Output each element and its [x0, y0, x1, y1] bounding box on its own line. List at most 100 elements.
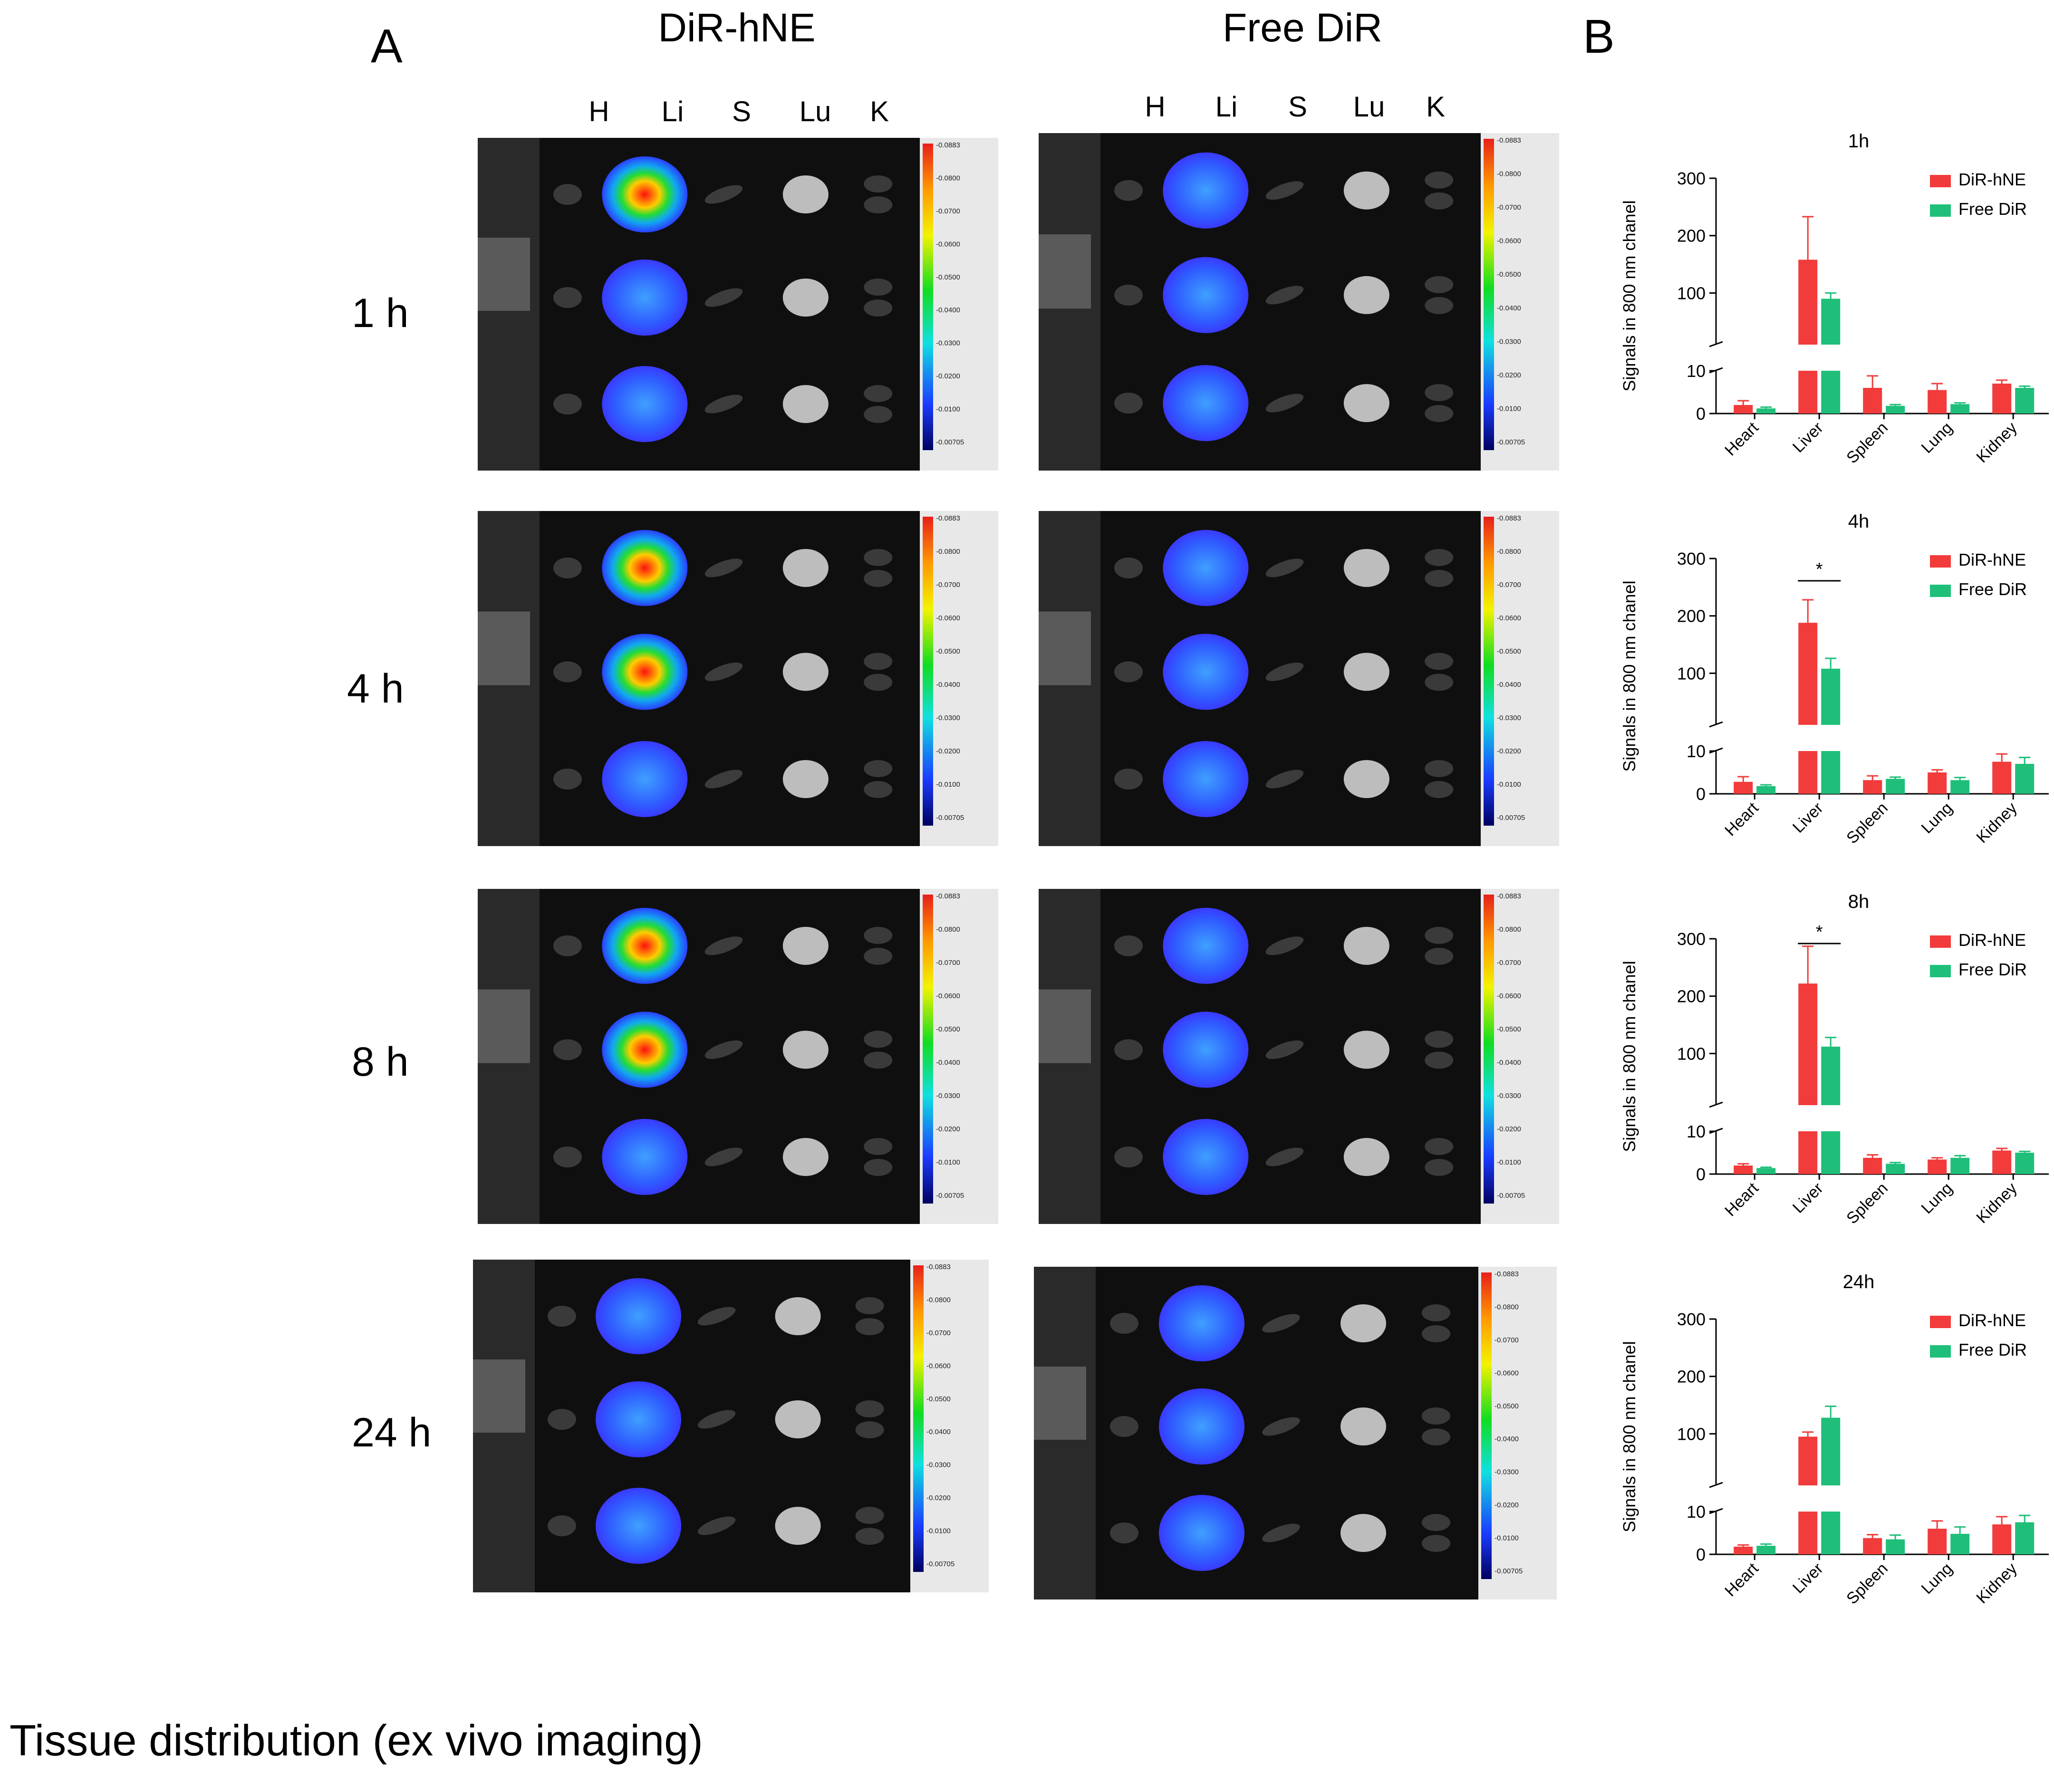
- bar-chart-4h: 4h Signals in 800 nm chanel 0 10 100 200 300 He…: [1607, 499, 2054, 860]
- heart-tissue: [553, 184, 582, 205]
- spleen-tissue: [1265, 936, 1304, 955]
- liver-tissue: [1163, 1119, 1249, 1195]
- heart-tissue: [1110, 1313, 1138, 1334]
- kidney-tissue: [1425, 384, 1454, 401]
- bar: [1798, 623, 1818, 725]
- bar: [1821, 1512, 1841, 1554]
- x-tick-label: Liver: [1789, 1560, 1827, 1597]
- heart-tissue: [1114, 1039, 1143, 1060]
- legend-label: Free DiR: [1958, 960, 2027, 979]
- lung-tissue: [1343, 171, 1389, 210]
- colorbar-tick-label: -0.0700: [926, 1329, 951, 1337]
- kidney-tissue: [1425, 1138, 1454, 1155]
- kidney-tissue: [1422, 1535, 1450, 1552]
- chart-title: 8h: [1848, 891, 1870, 912]
- y-tick-label: 10: [1687, 742, 1706, 761]
- kidney-tissue: [864, 175, 893, 193]
- kidney-tissue: [1425, 926, 1454, 944]
- heart-tissue: [1114, 935, 1143, 956]
- legend-swatch: [1930, 204, 1951, 217]
- spleen-tissue: [704, 288, 743, 307]
- liver-tissue: [602, 907, 688, 984]
- colorbar-tick-label: -0.0883: [936, 514, 960, 522]
- colorbar-tick-label: -0.0883: [936, 141, 960, 149]
- kidney-tissue: [1425, 1031, 1454, 1048]
- bar: [1734, 405, 1753, 414]
- bar: [1992, 761, 2012, 794]
- x-tick-label: Lung: [1918, 419, 1956, 457]
- ex-vivo-image-graphic: -0.0883 -0.0800 -0.0700 -0.0600 -0.0500 -0.04…: [473, 1260, 989, 1592]
- kidney-tissue: [1425, 760, 1454, 777]
- x-tick-label: Spleen: [1843, 419, 1891, 467]
- kidney-tissue: [1425, 653, 1454, 670]
- colorbar-tick-label: -0.0400: [1497, 304, 1521, 312]
- y-tick-label: 10: [1687, 1122, 1706, 1141]
- organ-label-heart: H: [1145, 91, 1166, 123]
- spleen-tissue: [697, 1307, 736, 1326]
- colorbar: [1481, 1272, 1492, 1579]
- heart-tissue: [1114, 284, 1143, 306]
- bar: [2015, 1522, 2035, 1554]
- colorbar-tick-label: -0.0883: [1497, 892, 1521, 900]
- panel-b-label: B: [1583, 10, 1615, 63]
- x-tick-label: Spleen: [1843, 1560, 1891, 1608]
- axis-break-mark: [1709, 721, 1723, 728]
- colorbar-tick-label: -0.0200: [936, 747, 960, 755]
- chart-title: 1h: [1848, 131, 1870, 152]
- y-tick-label: 100: [1677, 1044, 1706, 1063]
- organ-label-liver: Li: [1215, 91, 1238, 123]
- heart-tissue: [553, 394, 582, 414]
- bar: [1734, 1546, 1753, 1554]
- organ-label-spleen: S: [1288, 91, 1308, 123]
- colorbar-tick-label: -0.00705: [1497, 1192, 1525, 1200]
- colorbar-tick-label: -0.0883: [936, 892, 960, 900]
- colorbar: [923, 517, 933, 826]
- heart-tissue: [553, 557, 582, 578]
- colorbar-tick-label: -0.0100: [1497, 1158, 1521, 1166]
- liver-tissue: [1159, 1388, 1244, 1464]
- kidney-tissue: [864, 947, 893, 965]
- colorbar-tick-label: -0.0400: [1497, 1059, 1521, 1067]
- bar: [1863, 780, 1882, 794]
- bar: [1821, 299, 1841, 345]
- spleen-tissue: [1262, 1523, 1300, 1542]
- bar: [1798, 1512, 1818, 1554]
- bar-chart-svg: 24h Signals in 800 nm chanel 0 10 100 200 300 H…: [1620, 1272, 2049, 1608]
- kidney-tissue: [1425, 171, 1454, 189]
- heart-tissue: [1110, 1416, 1138, 1437]
- colorbar-tick-label: -0.0800: [1497, 170, 1521, 178]
- colorbar-tick-label: -0.0700: [1497, 581, 1521, 589]
- colorbar-tick-label: -0.0300: [1495, 1468, 1519, 1476]
- kidney-tissue: [864, 1051, 893, 1069]
- legend-label: Free DiR: [1958, 579, 2027, 599]
- colorbar-tick-label: -0.0600: [936, 240, 960, 248]
- colorbar-tick-label: -0.0100: [1497, 780, 1521, 789]
- x-tick-label: Liver: [1789, 419, 1827, 456]
- kidney-tissue: [864, 549, 893, 566]
- ex-vivo-image-free-dir-8h: -0.0883 -0.0800 -0.0700 -0.0600 -0.0500 -0.04…: [1039, 889, 1559, 1224]
- legend-label: DiR-hNE: [1958, 170, 2026, 189]
- spleen-tissue: [704, 936, 743, 955]
- bar: [1734, 781, 1753, 794]
- x-tick-label: Heart: [1721, 799, 1762, 839]
- liver-tissue: [602, 366, 688, 442]
- bar: [1798, 260, 1818, 345]
- lung-tissue: [1343, 760, 1389, 798]
- colorbar-tick-label: -0.0600: [1497, 237, 1521, 245]
- colorbar-tick-label: -0.0300: [926, 1461, 951, 1469]
- x-tick-label: Kidney: [1973, 419, 2020, 466]
- significance-star: *: [1816, 922, 1823, 942]
- organ-label-liver: Li: [661, 96, 684, 127]
- kidney-tissue: [1425, 276, 1454, 293]
- legend-label: DiR-hNE: [1958, 930, 2026, 950]
- x-tick-label: Lung: [1918, 799, 1956, 837]
- liver-tissue: [1163, 365, 1249, 441]
- colorbar-tick-label: -0.0300: [1497, 337, 1521, 346]
- timepoint-label-8h: 8 h: [352, 1039, 409, 1085]
- lung-tissue: [1340, 1304, 1386, 1342]
- colorbar-tick-label: -0.0200: [1497, 747, 1521, 755]
- lung-tissue: [782, 1031, 829, 1069]
- timepoint-label-4h: 4 h: [347, 666, 404, 712]
- kidney-tissue: [864, 926, 893, 944]
- heart-tissue: [1110, 1522, 1138, 1543]
